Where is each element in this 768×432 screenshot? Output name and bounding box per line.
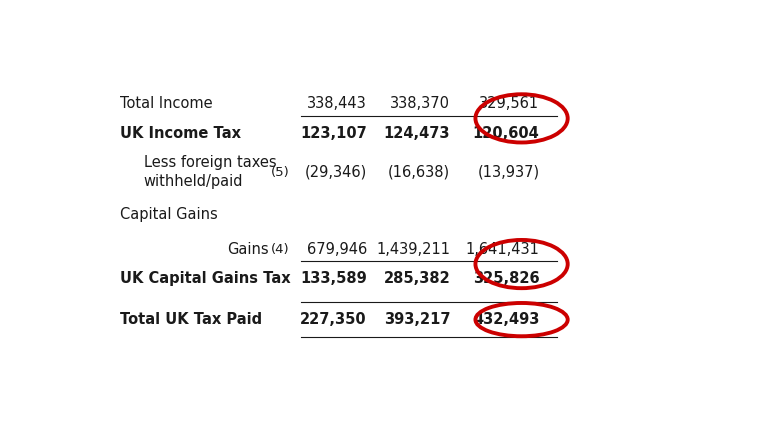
Text: 432,493: 432,493 <box>473 312 539 327</box>
Text: (4): (4) <box>271 243 290 256</box>
Text: 338,370: 338,370 <box>390 96 450 111</box>
Text: Gains: Gains <box>227 242 269 257</box>
Text: Total UK Tax Paid: Total UK Tax Paid <box>120 312 262 327</box>
Text: (13,937): (13,937) <box>477 165 539 180</box>
Text: 285,382: 285,382 <box>383 271 450 286</box>
Text: Total Income: Total Income <box>120 96 213 111</box>
Text: 123,107: 123,107 <box>300 126 367 141</box>
Text: 124,473: 124,473 <box>384 126 450 141</box>
Text: (16,638): (16,638) <box>388 165 450 180</box>
Text: 1,439,211: 1,439,211 <box>376 242 450 257</box>
Text: 338,443: 338,443 <box>307 96 367 111</box>
Text: (5): (5) <box>271 166 290 179</box>
Text: 133,589: 133,589 <box>300 271 367 286</box>
Text: UK Income Tax: UK Income Tax <box>120 126 241 141</box>
Text: 393,217: 393,217 <box>384 312 450 327</box>
Text: UK Capital Gains Tax: UK Capital Gains Tax <box>120 271 290 286</box>
Text: 329,561: 329,561 <box>479 96 539 111</box>
Text: 325,826: 325,826 <box>473 271 539 286</box>
Text: Capital Gains: Capital Gains <box>120 207 217 222</box>
Text: Less foreign taxes
withheld/paid: Less foreign taxes withheld/paid <box>144 155 276 189</box>
Text: 679,946: 679,946 <box>306 242 367 257</box>
Text: 227,350: 227,350 <box>300 312 367 327</box>
Text: 120,604: 120,604 <box>472 126 539 141</box>
Text: 1,641,431: 1,641,431 <box>465 242 539 257</box>
Text: (29,346): (29,346) <box>305 165 367 180</box>
